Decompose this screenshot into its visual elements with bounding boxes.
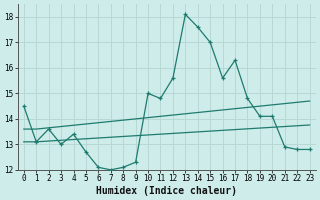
X-axis label: Humidex (Indice chaleur): Humidex (Indice chaleur): [96, 186, 237, 196]
